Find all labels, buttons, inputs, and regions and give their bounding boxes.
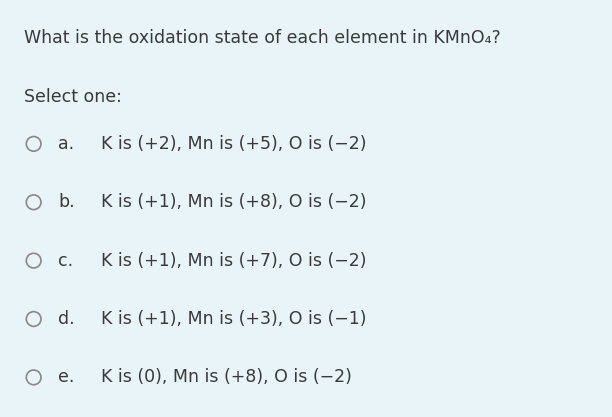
Text: K is (+1), Mn is (+7), O is (−2): K is (+1), Mn is (+7), O is (−2) <box>101 251 367 270</box>
Text: a.: a. <box>58 135 74 153</box>
Text: Select one:: Select one: <box>24 88 122 106</box>
Text: b.: b. <box>58 193 75 211</box>
Text: d.: d. <box>58 310 75 328</box>
Text: K is (0), Mn is (+8), O is (−2): K is (0), Mn is (+8), O is (−2) <box>101 368 352 387</box>
Text: K is (+1), Mn is (+3), O is (−1): K is (+1), Mn is (+3), O is (−1) <box>101 310 367 328</box>
Text: K is (+2), Mn is (+5), O is (−2): K is (+2), Mn is (+5), O is (−2) <box>101 135 367 153</box>
Text: What is the oxidation state of each element in KMnO₄?: What is the oxidation state of each elem… <box>24 29 501 47</box>
Text: e.: e. <box>58 368 75 387</box>
Text: K is (+1), Mn is (+8), O is (−2): K is (+1), Mn is (+8), O is (−2) <box>101 193 367 211</box>
Text: c.: c. <box>58 251 73 270</box>
